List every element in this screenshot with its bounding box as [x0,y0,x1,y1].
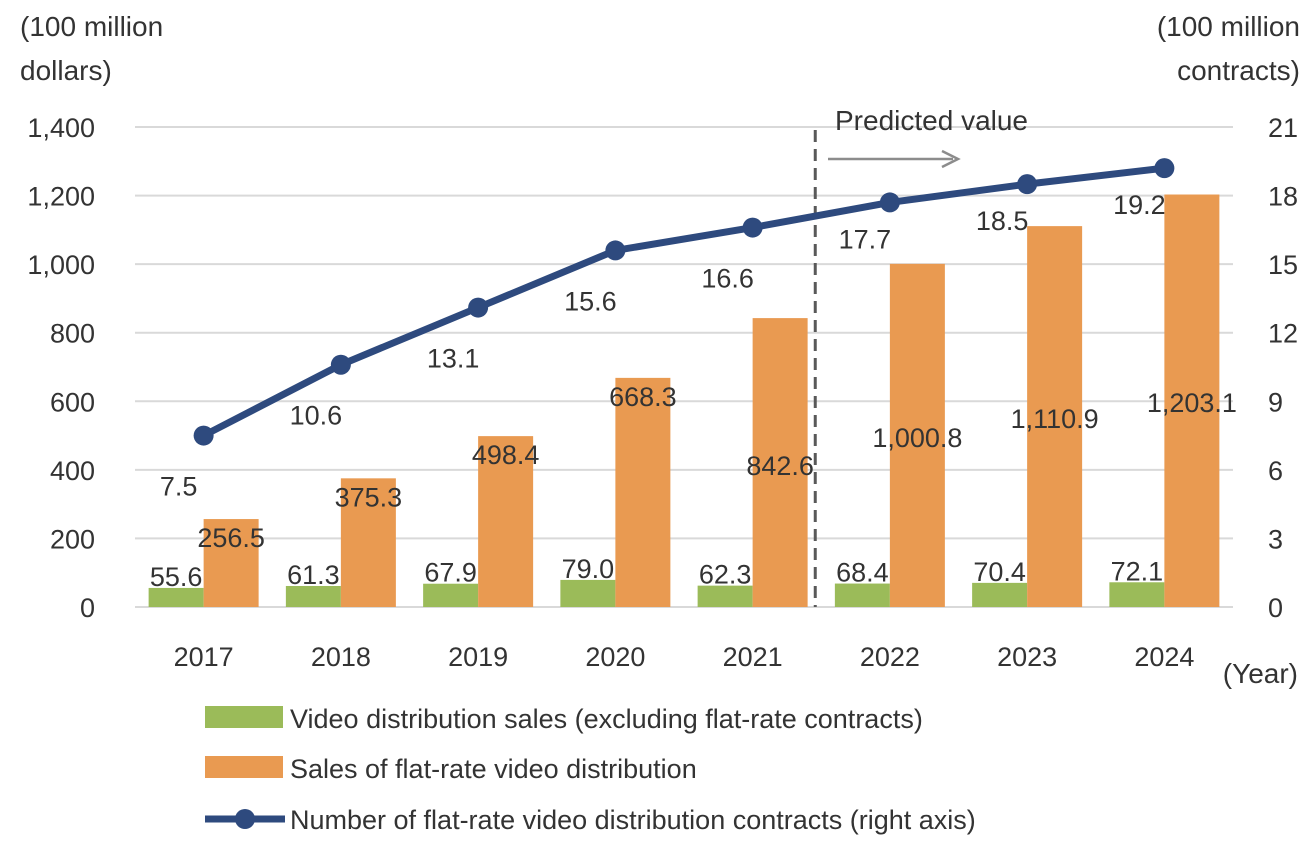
bars [148,194,1220,607]
contracts-point [468,297,489,318]
right-tick-label: 9 [1268,387,1283,417]
right-tick-label: 18 [1268,182,1298,212]
legend-swatch-flat-rate-sales [205,756,283,778]
contracts-line [193,158,1175,446]
legend-label-contracts: Number of flat-rate video distribution c… [290,805,976,835]
bar-flat-rate-sales [615,377,671,607]
right-tick-label: 15 [1268,250,1298,280]
contracts-point [742,217,763,238]
right-tick-label: 21 [1268,113,1298,143]
prediction-arrow-head [941,149,961,169]
right-tick-label: 6 [1268,456,1283,486]
x-tick-label: 2022 [860,642,920,672]
label-contracts: 7.5 [160,472,198,502]
x-tick-label: 2019 [448,642,508,672]
left-tick-label: 1,000 [27,250,95,280]
bar-flat-rate-sales [889,263,945,607]
contracts-point [879,192,900,213]
right-tick-label: 0 [1268,593,1283,623]
left-tick-label: 0 [80,593,95,623]
label-video-sales: 62.3 [699,560,752,590]
left-tick-label: 1,400 [27,113,95,143]
gridlines [135,126,1233,608]
left-tick-label: 1,200 [27,182,95,212]
left-tick-label: 800 [50,319,95,349]
x-tick-label: 2020 [585,642,645,672]
x-tick-label: 2017 [174,642,234,672]
label-video-sales: 67.9 [424,558,477,588]
bar-video-sales [148,587,204,607]
right-tick-label: 12 [1268,319,1298,349]
bar-video-sales [834,583,890,607]
right-axis-unit-line2: contracts) [1177,55,1300,86]
label-contracts: 18.5 [976,206,1029,236]
label-video-sales: 79.0 [562,554,615,584]
label-video-sales: 61.3 [287,560,340,590]
left-axis-unit-line1: (100 million [20,11,163,42]
contracts-point [1154,158,1175,179]
right-tick-label: 3 [1268,524,1283,554]
label-video-sales: 72.1 [1111,556,1164,586]
left-tick-label: 400 [50,456,95,486]
label-flat-rate-sales: 1,000.8 [872,423,962,453]
label-flat-rate-sales: 668.3 [609,382,677,412]
bar-video-sales [1109,582,1165,607]
bar-flat-rate-sales [340,478,396,607]
axes: (100 million dollars) (100 million contr… [20,11,1300,689]
label-flat-rate-sales: 1,203.1 [1147,388,1237,418]
data-labels: 55.6 61.3 67.9 79.0 62.3 68.4 70.4 72.1 256.5 375… [150,190,1237,592]
contracts-line-path [202,164,1165,439]
label-contracts: 15.6 [564,286,617,316]
label-contracts: 10.6 [290,401,343,431]
bar-flat-rate-sales [752,318,808,607]
right-axis-unit-line1: (100 million [1157,11,1300,42]
label-video-sales: 68.4 [836,558,889,588]
contracts-point [1017,174,1038,195]
label-contracts: 19.2 [1113,190,1166,220]
x-tick-label: 2018 [311,642,371,672]
x-tick-label: 2021 [723,642,783,672]
label-flat-rate-sales: 1,110.9 [1011,404,1099,434]
contracts-point [330,354,351,375]
bar-video-sales [972,582,1028,607]
label-video-sales: 70.4 [973,557,1026,587]
label-flat-rate-sales: 842.6 [746,451,814,481]
left-axis-unit-line2: dollars) [20,55,112,86]
x-tick-label: 2024 [1134,642,1194,672]
bar-video-sales [423,583,479,607]
prediction-annotation: Predicted value [828,105,1028,169]
legend-label-video-sales: Video distribution sales (excluding flat… [290,704,923,734]
label-contracts: 13.1 [427,344,480,374]
bar-flat-rate-sales [1164,194,1220,607]
contracts-point [605,240,626,261]
bar-video-sales [697,585,753,607]
bar-flat-rate-sales [478,436,534,607]
left-tick-label: 200 [50,524,95,554]
label-flat-rate-sales: 498.4 [472,440,540,470]
x-tick-label: 2023 [997,642,1057,672]
legend: Video distribution sales (excluding flat… [205,704,976,835]
x-axis-unit: (Year) [1223,658,1298,689]
label-flat-rate-sales: 256.5 [197,523,265,553]
contracts-point [193,425,214,446]
label-contracts: 16.6 [701,264,754,294]
bar-video-sales [285,585,341,607]
legend-label-flat-rate-sales: Sales of flat-rate video distribution [290,754,697,784]
label-video-sales: 55.6 [150,562,203,592]
legend-swatch-contracts-marker [235,809,255,829]
bar-video-sales [560,579,616,607]
legend-swatch-video-sales [205,706,283,728]
bar-flat-rate-sales [1027,226,1083,607]
predicted-value-label: Predicted value [835,105,1028,136]
label-contracts: 17.7 [839,224,892,254]
bar-flat-rate-sales [203,519,259,607]
label-flat-rate-sales: 375.3 [335,482,403,512]
left-tick-label: 600 [50,387,95,417]
